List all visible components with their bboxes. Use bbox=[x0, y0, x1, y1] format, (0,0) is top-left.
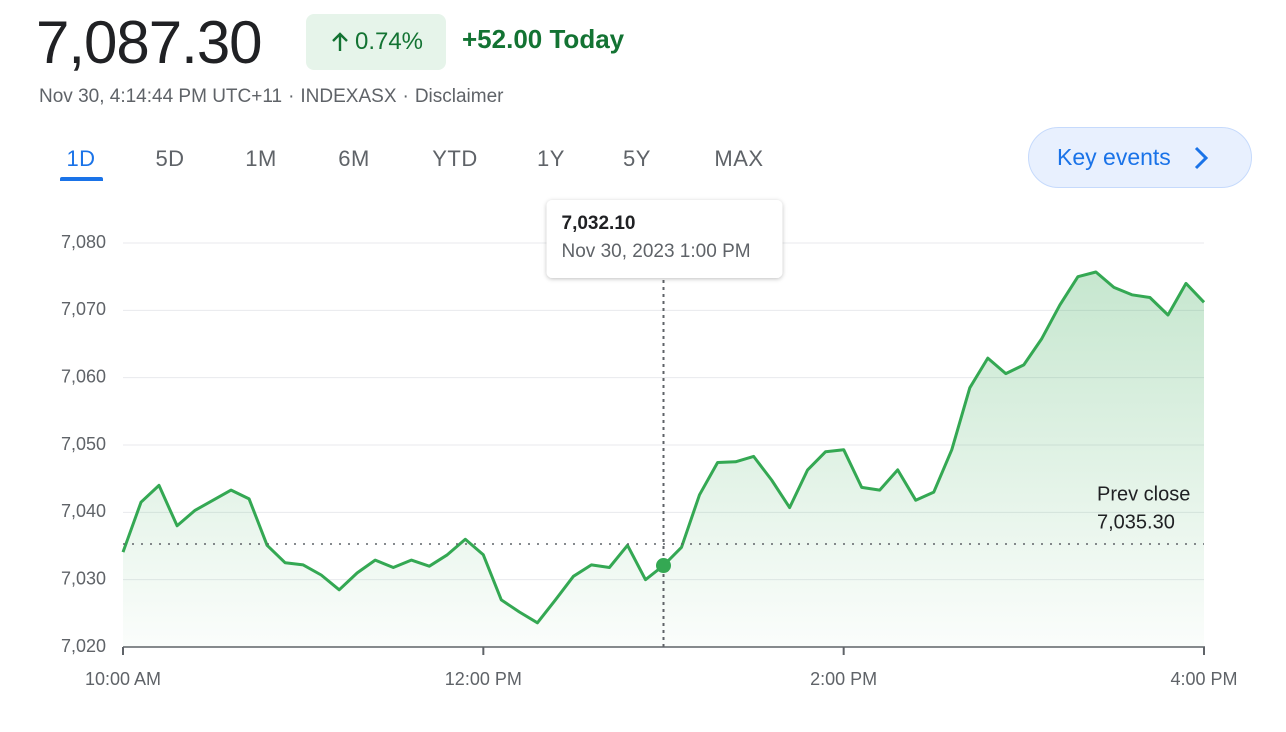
range-tab[interactable]: 1D bbox=[66, 146, 96, 171]
key-events-button[interactable]: Key events bbox=[1028, 127, 1252, 188]
price: 7,087.30 bbox=[36, 9, 263, 76]
tooltip-value: 7,032.10 bbox=[562, 213, 636, 234]
x-tick-label: 12:00 PM bbox=[445, 669, 522, 689]
up-arrow bbox=[332, 32, 348, 51]
change-percent: 0.74% bbox=[354, 28, 424, 55]
prev-close-value: 7,035.30 bbox=[1097, 511, 1175, 533]
x-tick-label: 4:00 PM bbox=[1170, 669, 1237, 689]
range-tab[interactable]: 5D bbox=[155, 146, 185, 171]
range-tab[interactable]: 6M bbox=[338, 146, 370, 171]
y-tick-label: 7,020 bbox=[61, 636, 106, 656]
y-tick-label: 7,040 bbox=[61, 501, 106, 521]
active-tab-indicator bbox=[60, 177, 103, 181]
change-value: +52.00 bbox=[462, 24, 543, 54]
range-tab[interactable]: 1Y bbox=[537, 146, 565, 171]
y-tick-label: 7,070 bbox=[61, 299, 106, 319]
change-badge: 0.74% bbox=[306, 14, 446, 70]
exchange: INDEXASX bbox=[300, 86, 397, 107]
change: +52.00 Today bbox=[462, 24, 624, 55]
range-tab[interactable]: MAX bbox=[714, 146, 764, 171]
timestamp: Nov 30, 4:14:44 PM UTC+11 bbox=[39, 86, 283, 107]
range-tab[interactable]: 1M bbox=[245, 146, 277, 171]
separator: · bbox=[402, 86, 409, 107]
price-line bbox=[121, 270, 1206, 625]
x-tick-label: 2:00 PM bbox=[810, 669, 877, 689]
y-tick-label: 7,030 bbox=[61, 568, 106, 588]
change-label: Today bbox=[549, 24, 625, 54]
separator: · bbox=[288, 86, 295, 107]
area-fill bbox=[123, 272, 1204, 647]
key-events-label: Key events bbox=[1057, 144, 1171, 170]
y-tick-label: 7,060 bbox=[61, 366, 106, 386]
range-tab[interactable]: YTD bbox=[432, 146, 478, 171]
y-tick-label: 7,050 bbox=[61, 434, 106, 454]
prev-close-label: Prev close bbox=[1097, 483, 1190, 505]
y-tick-label: 7,080 bbox=[61, 232, 106, 252]
range-tab[interactable]: 5Y bbox=[623, 146, 651, 171]
disclaimer[interactable]: Disclaimer bbox=[414, 86, 504, 107]
x-tick-label: 10:00 AM bbox=[85, 669, 161, 689]
tooltip bbox=[546, 200, 783, 278]
subline: Nov 30, 4:14:44 PM UTC+11 · INDEXASX · D… bbox=[39, 86, 504, 108]
tooltip-date: Nov 30, 2023 1:00 PM bbox=[562, 241, 751, 262]
hover-point bbox=[656, 558, 671, 574]
chevron bbox=[1194, 146, 1208, 169]
